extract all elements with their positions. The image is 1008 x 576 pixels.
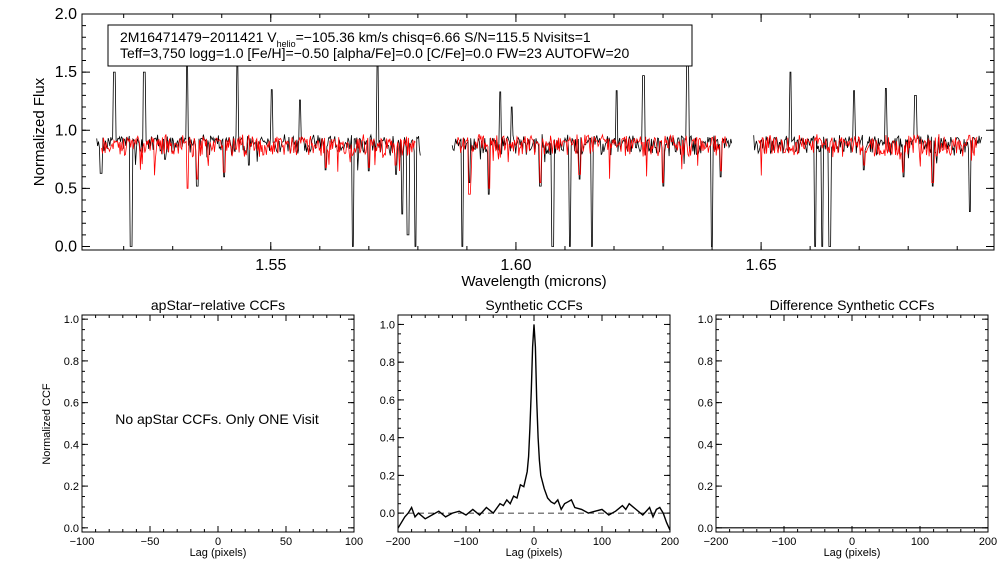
spectrum-ticks: 1.55 1.60 1.65 0.0 0.5 1.0 1.5 2.0 <box>55 6 994 274</box>
difference-title: Difference Synthetic CCFs <box>770 297 935 313</box>
star-info-box <box>107 24 693 67</box>
difference-y-tick-label: 0.4 <box>698 439 713 451</box>
spectrum-frame <box>81 13 995 251</box>
spectrum-panel: 1.55 1.60 1.65 0.0 0.5 1.0 1.5 2.0 2M16471479−2… <box>31 6 995 290</box>
synthetic-x-axis-title: Lag (pixels) <box>506 547 563 559</box>
difference-x-tick-label: 0 <box>849 536 855 548</box>
star-info-subscript: helio <box>277 39 296 49</box>
synthetic-y-tick-label: 0.8 <box>380 357 395 369</box>
apstar-x-tick-label: −50 <box>141 536 160 548</box>
synthetic-x-tick-label: 0 <box>531 536 537 548</box>
difference-x-tick-label: 200 <box>979 536 997 548</box>
synthetic-y-tick-label: 0.0 <box>380 508 395 520</box>
apstar-x-tick-label: 50 <box>280 536 292 548</box>
spectrum-plot-area <box>96 57 983 247</box>
synthetic-x-tick-label: −200 <box>386 536 411 548</box>
apstar-y-axis-title: Normalized CCF <box>41 383 53 465</box>
model-spectrum-line <box>101 133 978 195</box>
spectrum-y-tick-label: 1.5 <box>55 64 77 81</box>
spectrum-x-tick-label: 1.60 <box>500 257 531 274</box>
synthetic-ccf-panel: −200 −100 0 100 200 0.0 0.2 0.4 0.6 0.8 1.0 Synthe… <box>380 297 679 559</box>
apstar-y-tick-label: 0.0 <box>64 523 79 535</box>
difference-ticks: −200 −100 0 100 200 0.0 0.2 0.4 0.6 0.8 1.0 <box>698 314 997 548</box>
difference-x-axis-title: Lag (pixels) <box>824 547 881 559</box>
apstar-y-tick-label: 0.4 <box>64 439 79 451</box>
spectrum-y-tick-label: 1.0 <box>55 122 77 139</box>
synthetic-y-tick-label: 1.0 <box>380 319 395 331</box>
apstar-x-tick-label: −100 <box>70 536 95 548</box>
synthetic-ticks: −200 −100 0 100 200 0.0 0.2 0.4 0.6 0.8 1.0 <box>380 314 679 548</box>
difference-y-tick-label: 1.0 <box>698 314 713 326</box>
apstar-y-tick-label: 0.2 <box>64 481 79 493</box>
apstar-y-tick-label: 0.8 <box>64 356 79 368</box>
apstar-x-axis-title: Lag (pixels) <box>190 547 247 559</box>
apstar-ccf-panel: −100 −50 0 50 100 0.0 0.2 0.4 0.6 0.8 1.0 apStar−r… <box>41 297 363 559</box>
star-info-line2: Teff=3,750 logg=1.0 [Fe/H]=−0.50 [alpha/… <box>120 45 629 61</box>
synthetic-x-tick-label: 200 <box>661 536 679 548</box>
star-info-line1-rest: =−105.36 km/s chisq=6.66 S/N=115.5 Nvisi… <box>296 29 591 45</box>
spectrum-x-axis-title: Wavelength (microns) <box>461 273 606 290</box>
difference-ccf-panel: −200 −100 0 100 200 0.0 0.2 0.4 0.6 0.8 1.0 Differ… <box>698 297 997 559</box>
synthetic-x-tick-label: −100 <box>454 536 479 548</box>
apstar-title: apStar−relative CCFs <box>151 297 285 313</box>
difference-y-tick-label: 0.2 <box>698 481 713 493</box>
difference-y-tick-label: 0.0 <box>698 523 713 535</box>
synthetic-plot-area <box>397 324 671 531</box>
synthetic-ccf-line <box>397 324 671 531</box>
spectrum-x-tick-label: 1.55 <box>255 257 286 274</box>
difference-x-tick-label: −100 <box>772 536 797 548</box>
difference-y-tick-label: 0.8 <box>698 356 713 368</box>
apstar-y-tick-label: 1.0 <box>64 314 79 326</box>
difference-x-tick-label: −200 <box>704 536 729 548</box>
synthetic-y-tick-label: 0.4 <box>380 433 395 445</box>
spectrum-y-axis-title: Normalized Flux <box>31 77 48 186</box>
spectrum-y-tick-label: 0.5 <box>55 180 77 197</box>
difference-y-tick-label: 0.6 <box>698 398 713 410</box>
synthetic-title: Synthetic CCFs <box>485 297 582 313</box>
star-info-line1-text: 2M16471479−2011421 V <box>120 29 277 45</box>
apstar-y-tick-label: 0.6 <box>64 398 79 410</box>
synthetic-y-tick-label: 0.2 <box>380 470 395 482</box>
difference-x-tick-label: 100 <box>911 536 929 548</box>
apstar-x-tick-label: 100 <box>345 536 363 548</box>
difference-frame <box>715 314 989 533</box>
star-info-line1: 2M16471479−2011421 Vhelio=−105.36 km/s c… <box>120 29 591 49</box>
spectrum-y-tick-label: 0.0 <box>55 239 77 256</box>
spectrum-y-tick-label: 2.0 <box>55 6 77 23</box>
synthetic-y-tick-label: 0.6 <box>380 395 395 407</box>
synthetic-frame <box>397 314 671 533</box>
spectrum-x-tick-label: 1.65 <box>746 257 777 274</box>
apstar-ticks: −100 −50 0 50 100 0.0 0.2 0.4 0.6 0.8 1.0 <box>64 314 363 548</box>
synthetic-x-tick-label: 100 <box>593 536 611 548</box>
apstar-x-tick-label: 0 <box>215 536 221 548</box>
apstar-no-data-note: No apStar CCFs. Only ONE Visit <box>115 411 319 427</box>
